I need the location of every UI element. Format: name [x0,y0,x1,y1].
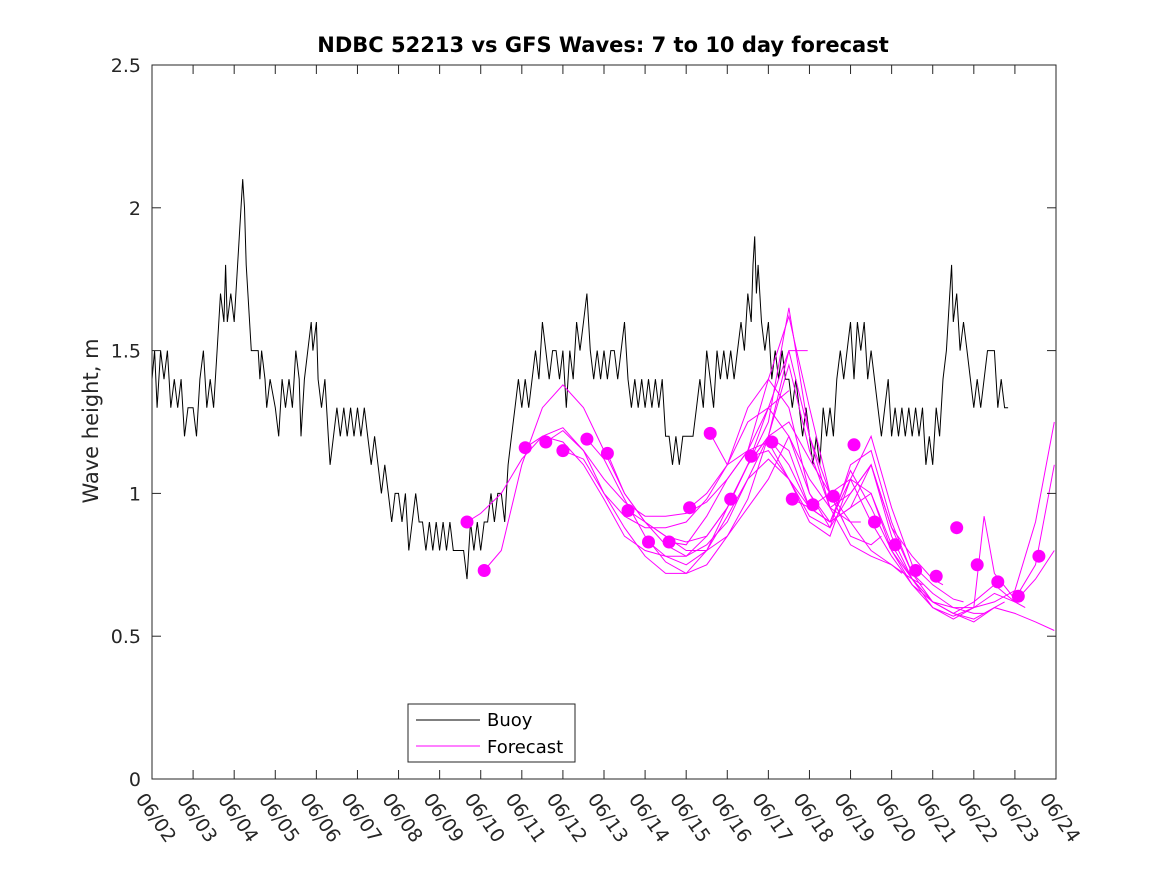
forecast-marker-26 [991,575,1005,589]
forecast-marker-14 [744,449,758,463]
forecast-marker-16 [785,492,799,506]
forecast-marker-1 [460,515,474,529]
forecast-marker-18 [826,489,840,503]
forecast-marker-4 [539,435,553,449]
forecast-marker-21 [888,538,902,552]
legend-label-buoy: Buoy [487,710,533,731]
forecast-run-line-12 [709,378,1026,620]
y-tick-label: 2 [129,198,141,220]
legend-box [407,703,576,763]
forecast-marker-7 [600,446,614,460]
forecast-marker-28 [1032,549,1046,563]
legend: Buoy Forecast [407,703,576,763]
forecast-marker-24 [950,521,964,535]
forecast-marker-3 [518,441,532,455]
y-tick-label: 1 [129,483,141,505]
forecast-marker-27 [1011,589,1025,603]
buoy-series-line [151,179,1009,580]
forecast-marker-25 [970,558,984,572]
forecast-marker-12 [703,426,717,440]
forecast-run-line-14 [751,450,1055,614]
forecast-marker-22 [909,564,923,577]
legend-label-forecast: Forecast [487,737,563,758]
y-axis-label: Wave height, m [79,338,103,503]
forecast-marker-8 [621,504,635,517]
y-tick-label: 1.5 [111,341,141,363]
chart-title: NDBC 52213 vs GFS Waves: 7 to 10 day for… [317,33,888,57]
forecast-marker-13 [724,492,738,506]
y-tick-label: 0.5 [111,626,141,648]
forecast-marker-2 [477,564,491,577]
forecast-marker-9 [642,535,655,549]
y-tick-label: 0 [129,769,141,791]
forecast-marker-15 [765,435,779,449]
forecast-run-line-15 [771,441,1055,617]
forecast-marker-23 [929,569,943,583]
forecast-marker-6 [580,432,594,446]
forecast-marker-11 [683,501,697,515]
forecast-run-line-6 [586,350,903,574]
forecast-marker-10 [662,535,676,549]
y-tick-label: 2.5 [111,55,141,77]
forecast-marker-19 [847,438,861,452]
forecast-marker-5 [556,444,570,458]
plot-area [151,179,1055,631]
forecast-marker-17 [806,498,820,512]
forecast-marker-20 [868,515,881,529]
